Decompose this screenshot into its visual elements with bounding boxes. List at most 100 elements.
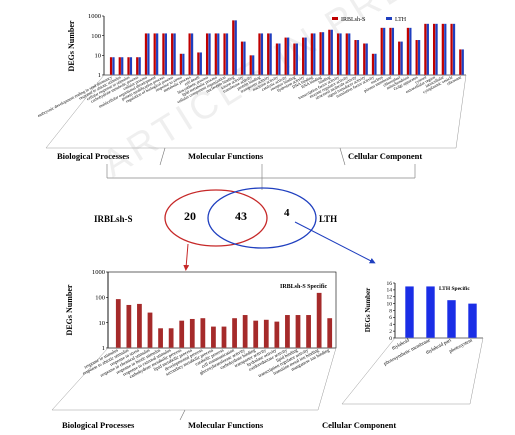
bar-irblsh: [232, 20, 235, 75]
bar-lth: [234, 20, 237, 75]
bar-irblsh: [398, 41, 401, 75]
y-tick-label: 100: [95, 295, 105, 302]
category-label: nucleus: [370, 74, 384, 85]
venn-count-shared: 43: [235, 209, 247, 223]
y-tick-label: 100: [91, 33, 101, 40]
bl-label-biological: Biological Processes: [62, 420, 135, 430]
bar-irblsh-specific: [263, 319, 269, 348]
bar-lth: [444, 23, 447, 75]
venn-label-lth: LTH: [319, 214, 337, 224]
bar-irblsh: [415, 40, 418, 75]
top-chart: 1 10 100 1000 DEGs Number IRBLsh-S LTH: [67, 13, 466, 79]
bar-lth: [417, 40, 421, 75]
bar-irblsh: [267, 33, 270, 75]
legend-swatch-irblsh: [332, 17, 338, 20]
bar-irblsh: [302, 37, 305, 75]
bar-lth: [330, 29, 333, 75]
bracket: [106, 164, 416, 190]
bar-lth: [435, 23, 438, 75]
bar-lth: [426, 23, 429, 75]
y-tick-label: 10: [95, 53, 102, 60]
legend-label-irblsh: IRBLsh-S: [341, 17, 365, 23]
bar-irblsh-specific: [306, 315, 311, 348]
y-tick-label: 0: [389, 336, 392, 342]
bar-irblsh: [136, 57, 139, 75]
bar-lth: [365, 43, 368, 75]
y-tick-label: 1: [98, 72, 101, 79]
br-ylabel: DEGs Number: [364, 288, 372, 333]
bar-lth: [199, 52, 202, 75]
bar-lth: [121, 57, 124, 75]
bar-lth: [208, 33, 211, 75]
bar-lth-specific: [468, 303, 477, 338]
bar-lth-specific: [426, 286, 435, 338]
bar-lth: [260, 33, 264, 75]
bar-irblsh: [249, 55, 252, 75]
bar-irblsh-specific: [221, 326, 227, 348]
bar-lth-specific: [405, 286, 414, 338]
bar-irblsh-specific: [168, 328, 174, 348]
venn-circle-irblsh: [164, 189, 268, 247]
bl-label-molecular: Molecular Functions: [188, 420, 264, 430]
y-tick-label: 1000: [88, 13, 101, 20]
bar-irblsh: [450, 23, 453, 75]
venn-count-right: 4: [284, 207, 290, 219]
bar-lth: [129, 57, 133, 75]
bar-irblsh-specific: [285, 315, 290, 348]
bl-ylabel: DEGs Number: [65, 284, 74, 335]
bar-lth: [287, 37, 290, 75]
bar-irblsh: [258, 33, 261, 75]
bar-irblsh: [389, 27, 392, 75]
bar-irblsh: [171, 33, 174, 75]
br-category-frame: [341, 337, 484, 405]
top-legend: IRBLsh-S LTH: [332, 17, 407, 23]
category-label: photosystem: [449, 338, 474, 354]
bar-lth: [391, 27, 395, 75]
bar-irblsh: [363, 43, 366, 75]
bar-irblsh: [354, 40, 357, 75]
bar-lth: [190, 33, 194, 75]
bar-irblsh-specific: [232, 318, 237, 348]
bl-title: IRBLsh-S Specific: [280, 284, 328, 290]
bar-irblsh: [162, 33, 165, 75]
bar-irblsh: [380, 27, 383, 75]
venn-count-left: 20: [184, 209, 196, 223]
bar-irblsh: [205, 33, 209, 75]
bar-irblsh: [188, 33, 191, 75]
top-ylabel: DEGs Number: [67, 20, 76, 71]
y-tick-label: 6: [389, 315, 392, 321]
bar-lth: [269, 33, 272, 75]
y-tick-label: 12: [387, 295, 393, 301]
bar-lth: [138, 57, 141, 75]
legend-label-lth: LTH: [395, 17, 407, 23]
bl-category-frame: [51, 347, 337, 411]
bar-irblsh: [459, 49, 462, 75]
irblsh-specific-chart: 1 10 100 1000 DEGs Number IRBLsh-S Specific: [65, 269, 337, 352]
bar-lth: [252, 55, 255, 75]
bar-irblsh: [424, 23, 427, 75]
legend-swatch-lth: [386, 17, 392, 20]
bar-lth: [156, 33, 159, 75]
bar-lth: [461, 49, 464, 75]
bar-irblsh: [293, 43, 296, 75]
bar-irblsh-specific: [327, 318, 333, 348]
bar-irblsh: [336, 33, 340, 75]
top-label-biological: Biological Processes: [57, 151, 130, 161]
bar-lth: [173, 33, 176, 75]
bar-irblsh-specific: [189, 318, 195, 348]
bar-irblsh-specific: [137, 303, 142, 348]
category-label: cytosol: [414, 74, 428, 84]
y-tick-label: 10: [99, 320, 106, 327]
y-tick-label: 1: [102, 345, 105, 352]
y-tick-label: 2: [389, 329, 392, 335]
y-tick-label: 1000: [92, 269, 105, 276]
y-tick-label: 14: [387, 288, 393, 294]
bar-lth: [383, 27, 386, 75]
bar-lth-specific: [447, 300, 456, 338]
venn-circle-lth: [207, 187, 317, 249]
br-title: LTH Specific: [439, 286, 470, 292]
bar-irblsh: [432, 23, 436, 75]
bar-irblsh: [284, 37, 287, 75]
bar-irblsh: [109, 57, 113, 75]
